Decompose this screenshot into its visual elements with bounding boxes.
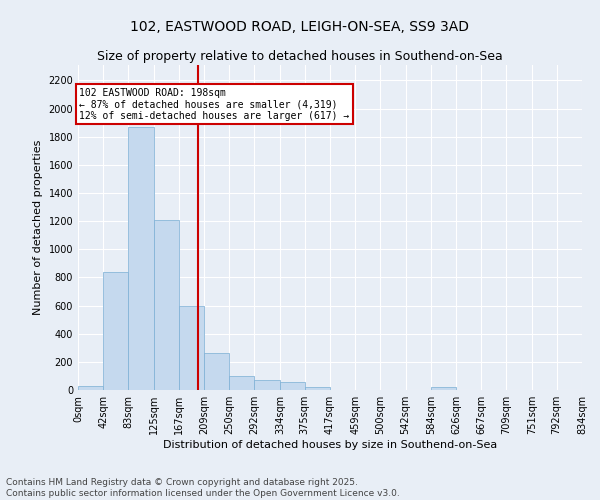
Text: 102 EASTWOOD ROAD: 198sqm
← 87% of detached houses are smaller (4,319)
12% of se: 102 EASTWOOD ROAD: 198sqm ← 87% of detac…	[79, 88, 349, 120]
Bar	[254, 380, 280, 390]
Text: Contains HM Land Registry data © Crown copyright and database right 2025.
Contai: Contains HM Land Registry data © Crown c…	[6, 478, 400, 498]
Bar	[154, 220, 179, 390]
Bar	[305, 387, 330, 390]
Bar	[205, 354, 229, 390]
Text: Size of property relative to detached houses in Southend-on-Sea: Size of property relative to detached ho…	[97, 50, 503, 63]
Bar	[78, 386, 103, 390]
Bar	[280, 382, 305, 390]
Bar	[103, 272, 128, 390]
Text: 102, EASTWOOD ROAD, LEIGH-ON-SEA, SS9 3AD: 102, EASTWOOD ROAD, LEIGH-ON-SEA, SS9 3A…	[131, 20, 470, 34]
X-axis label: Distribution of detached houses by size in Southend-on-Sea: Distribution of detached houses by size …	[163, 440, 497, 450]
Bar	[128, 127, 154, 390]
Bar	[179, 306, 205, 390]
Bar	[229, 376, 254, 390]
Bar	[431, 387, 457, 390]
Y-axis label: Number of detached properties: Number of detached properties	[33, 140, 43, 315]
